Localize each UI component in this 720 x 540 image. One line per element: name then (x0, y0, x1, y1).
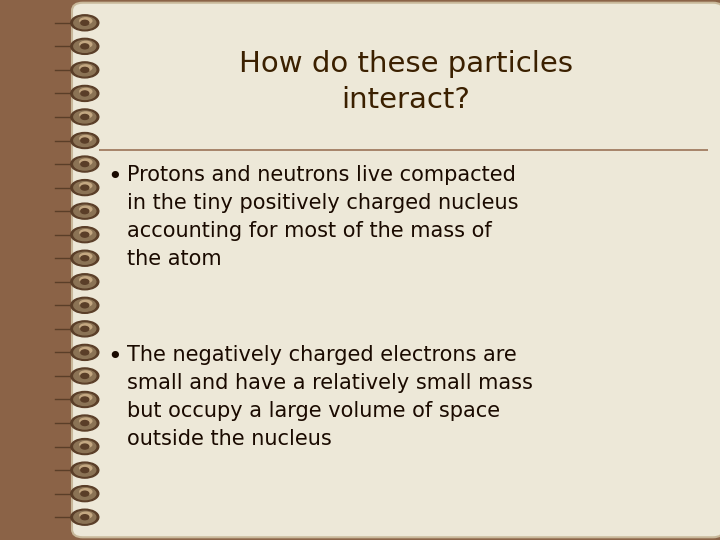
Ellipse shape (71, 180, 99, 195)
Ellipse shape (80, 395, 92, 401)
Ellipse shape (80, 206, 92, 212)
Ellipse shape (81, 21, 89, 25)
Text: How do these particles
interact?: How do these particles interact? (239, 50, 573, 114)
Ellipse shape (80, 18, 92, 24)
Ellipse shape (71, 298, 99, 313)
Ellipse shape (71, 15, 99, 31)
Ellipse shape (73, 276, 96, 288)
Ellipse shape (73, 252, 96, 264)
Ellipse shape (73, 417, 96, 429)
Ellipse shape (73, 64, 96, 76)
Ellipse shape (71, 509, 99, 525)
Ellipse shape (80, 253, 92, 259)
Ellipse shape (81, 444, 89, 449)
Ellipse shape (73, 441, 96, 453)
Ellipse shape (73, 323, 96, 335)
Ellipse shape (81, 515, 89, 519)
Ellipse shape (81, 303, 89, 308)
Ellipse shape (81, 421, 89, 426)
Ellipse shape (73, 134, 96, 146)
Ellipse shape (80, 112, 92, 118)
Ellipse shape (81, 491, 89, 496)
Ellipse shape (80, 489, 92, 495)
Ellipse shape (80, 230, 92, 235)
Ellipse shape (81, 91, 89, 96)
Ellipse shape (80, 371, 92, 377)
Ellipse shape (73, 488, 96, 500)
Ellipse shape (71, 368, 99, 384)
Ellipse shape (73, 464, 96, 476)
Ellipse shape (71, 274, 99, 290)
Text: Protons and neutrons live compacted
in the tiny positively charged nucleus
accou: Protons and neutrons live compacted in t… (127, 165, 518, 269)
Ellipse shape (71, 85, 99, 102)
Ellipse shape (81, 232, 89, 237)
Ellipse shape (71, 250, 99, 266)
Ellipse shape (73, 346, 96, 359)
Ellipse shape (73, 181, 96, 194)
Ellipse shape (73, 299, 96, 312)
Ellipse shape (73, 158, 96, 170)
Ellipse shape (81, 68, 89, 72)
Ellipse shape (81, 114, 89, 119)
Ellipse shape (80, 89, 92, 94)
Ellipse shape (73, 228, 96, 241)
Ellipse shape (80, 136, 92, 141)
Ellipse shape (81, 326, 89, 332)
Ellipse shape (71, 345, 99, 360)
Ellipse shape (80, 300, 92, 306)
Text: The negatively charged electrons are
small and have a relatively small mass
but : The negatively charged electrons are sma… (127, 345, 533, 449)
Ellipse shape (71, 415, 99, 431)
Ellipse shape (73, 87, 96, 99)
Ellipse shape (71, 156, 99, 172)
Ellipse shape (80, 347, 92, 353)
Ellipse shape (73, 370, 96, 382)
Ellipse shape (80, 442, 92, 448)
Ellipse shape (81, 279, 89, 284)
Ellipse shape (71, 38, 99, 55)
Ellipse shape (73, 205, 96, 217)
Ellipse shape (80, 465, 92, 471)
Ellipse shape (80, 277, 92, 283)
Ellipse shape (71, 132, 99, 149)
Ellipse shape (71, 462, 99, 478)
Ellipse shape (71, 392, 99, 408)
Ellipse shape (73, 17, 96, 29)
Text: •: • (107, 345, 122, 369)
Ellipse shape (81, 208, 89, 214)
Ellipse shape (80, 159, 92, 165)
Ellipse shape (71, 321, 99, 337)
Ellipse shape (73, 40, 96, 52)
Ellipse shape (81, 44, 89, 49)
Ellipse shape (81, 138, 89, 143)
Text: •: • (107, 165, 122, 189)
Ellipse shape (81, 161, 89, 166)
Ellipse shape (71, 227, 99, 242)
Ellipse shape (71, 109, 99, 125)
Ellipse shape (80, 418, 92, 424)
Ellipse shape (73, 111, 96, 123)
Ellipse shape (80, 42, 92, 48)
Ellipse shape (81, 374, 89, 379)
Ellipse shape (81, 185, 89, 190)
Ellipse shape (73, 394, 96, 406)
Ellipse shape (71, 62, 99, 78)
Ellipse shape (71, 485, 99, 502)
Ellipse shape (80, 183, 92, 188)
Ellipse shape (80, 65, 92, 71)
Ellipse shape (80, 324, 92, 330)
Ellipse shape (80, 512, 92, 518)
Ellipse shape (81, 397, 89, 402)
Ellipse shape (81, 256, 89, 261)
Ellipse shape (71, 438, 99, 455)
Ellipse shape (71, 203, 99, 219)
Ellipse shape (73, 511, 96, 523)
Ellipse shape (81, 468, 89, 472)
Ellipse shape (81, 350, 89, 355)
